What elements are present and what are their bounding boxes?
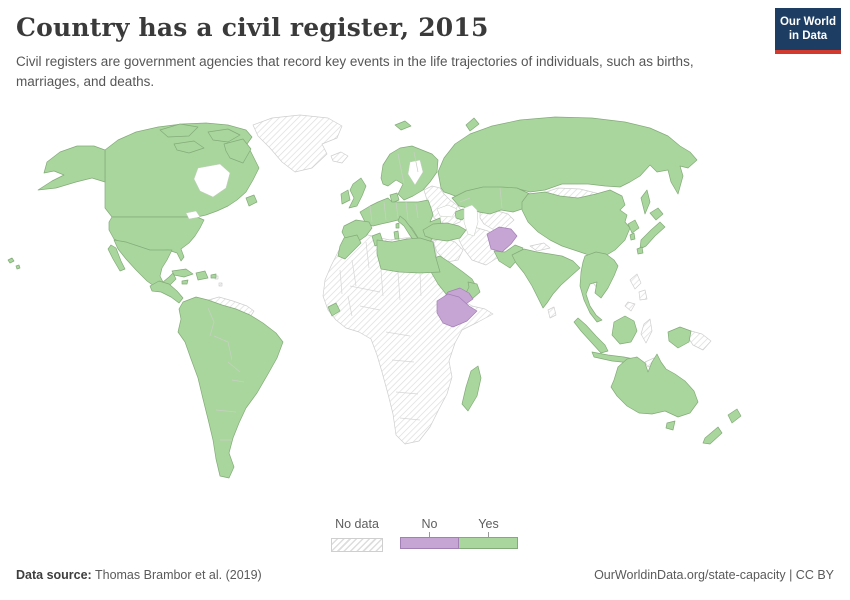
- country-nepal[interactable]: [529, 242, 551, 252]
- legend-swatch-no[interactable]: [400, 537, 459, 549]
- attribution-link[interactable]: OurWorldinData.org/state-capacity | CC B…: [594, 568, 834, 582]
- country-sierra-leone[interactable]: [327, 302, 341, 317]
- island-hispaniola[interactable]: [195, 270, 209, 281]
- country-canada-arctic-2[interactable]: [207, 128, 241, 143]
- country-china[interactable]: [521, 189, 631, 261]
- data-source-label: Data source:: [16, 568, 92, 582]
- country-philippines-3[interactable]: [624, 301, 636, 312]
- island-corsica[interactable]: [395, 222, 400, 229]
- map-legend: No data No Yes: [0, 517, 850, 555]
- country-turkey[interactable]: [422, 222, 467, 242]
- country-canada-arctic-3[interactable]: [173, 140, 205, 154]
- country-india[interactable]: [511, 248, 581, 309]
- country-libya-egypt[interactable]: [376, 237, 441, 274]
- country-greenland[interactable]: [252, 114, 343, 173]
- gulf-of-bothnia: [407, 159, 424, 186]
- page-title: Country has a civil register, 2015: [16, 13, 489, 42]
- legend-label-yes: Yes: [478, 517, 499, 531]
- country-jamaica[interactable]: [181, 279, 189, 285]
- legend-swatch-no-data[interactable]: [331, 538, 383, 552]
- legend-label-no: No: [421, 517, 438, 531]
- water-bodies: [185, 159, 479, 237]
- country-australia[interactable]: [610, 353, 699, 418]
- island-baffin[interactable]: [223, 138, 252, 164]
- regions-no: [436, 226, 518, 328]
- country-iceland[interactable]: [330, 151, 349, 164]
- island-sakhalin[interactable]: [640, 189, 651, 215]
- region-south-america[interactable]: [177, 296, 284, 479]
- world-map[interactable]: [0, 110, 850, 510]
- island-newfoundland[interactable]: [245, 194, 258, 207]
- island-puerto-rico[interactable]: [210, 273, 217, 279]
- country-papua-new-guinea[interactable]: [688, 330, 712, 351]
- island-antilles-2[interactable]: [218, 282, 223, 287]
- country-south-korea[interactable]: [627, 219, 640, 234]
- hudson-bay: [193, 163, 231, 198]
- country-cuba[interactable]: [171, 268, 194, 278]
- chart-subtitle: Civil registers are government agencies …: [16, 54, 694, 90]
- island-taiwan[interactable]: [629, 232, 636, 241]
- footer: Data source: Thomas Brambor et al. (2019…: [16, 568, 834, 582]
- islands-svalbard[interactable]: [394, 120, 412, 131]
- data-source-value: Thomas Brambor et al. (2019): [94, 568, 262, 582]
- island-kyushu[interactable]: [636, 246, 644, 255]
- legend-label-no-data: No data: [335, 517, 379, 531]
- country-russia[interactable]: [437, 116, 698, 199]
- country-morocco[interactable]: [337, 234, 362, 260]
- country-mexico[interactable]: [113, 239, 177, 290]
- legend-group-no-data: No data: [331, 517, 383, 552]
- country-canada[interactable]: [104, 122, 260, 218]
- island-sulawesi[interactable]: [640, 318, 653, 344]
- region-alaska[interactable]: [37, 145, 106, 191]
- island-novaya-zemlya[interactable]: [465, 117, 480, 132]
- black-sea: [436, 204, 458, 218]
- country-uk[interactable]: [348, 177, 367, 209]
- region-baja-california[interactable]: [107, 244, 126, 272]
- country-philippines-1[interactable]: [629, 273, 642, 290]
- country-new-zealand-south[interactable]: [702, 426, 723, 445]
- island-hokkaido[interactable]: [649, 207, 664, 221]
- region-west-papua[interactable]: [667, 326, 692, 349]
- islands-hawaii[interactable]: [7, 257, 21, 270]
- legend-swatch-yes[interactable]: [458, 537, 518, 549]
- legend-group-categories: No Yes: [400, 517, 518, 549]
- country-sri-lanka[interactable]: [547, 306, 557, 319]
- country-japan[interactable]: [639, 221, 666, 250]
- great-lakes: [185, 210, 201, 220]
- country-canada-arctic-1[interactable]: [159, 123, 199, 138]
- island-borneo[interactable]: [611, 315, 638, 345]
- country-ireland[interactable]: [340, 189, 351, 205]
- island-tasmania[interactable]: [665, 420, 676, 431]
- island-sumatra[interactable]: [573, 317, 609, 354]
- data-source: Data source: Thomas Brambor et al. (2019…: [16, 568, 262, 582]
- country-afghanistan[interactable]: [486, 226, 518, 253]
- owid-logo: Our World in Data: [775, 8, 841, 54]
- logo-line-2: in Data: [788, 30, 828, 43]
- internal-borders: [207, 151, 503, 441]
- country-philippines-2[interactable]: [638, 289, 648, 301]
- caspian-sea: [463, 204, 479, 237]
- region-southeast-asia[interactable]: [579, 251, 619, 323]
- country-madagascar[interactable]: [461, 365, 482, 412]
- country-ethiopia[interactable]: [436, 293, 478, 328]
- country-denmark[interactable]: [389, 192, 400, 204]
- country-new-zealand-north[interactable]: [727, 408, 742, 424]
- legend-ticks: [400, 532, 518, 537]
- island-sardinia[interactable]: [393, 230, 400, 240]
- logo-line-1: Our World: [779, 16, 836, 28]
- region-central-america[interactable]: [149, 280, 184, 304]
